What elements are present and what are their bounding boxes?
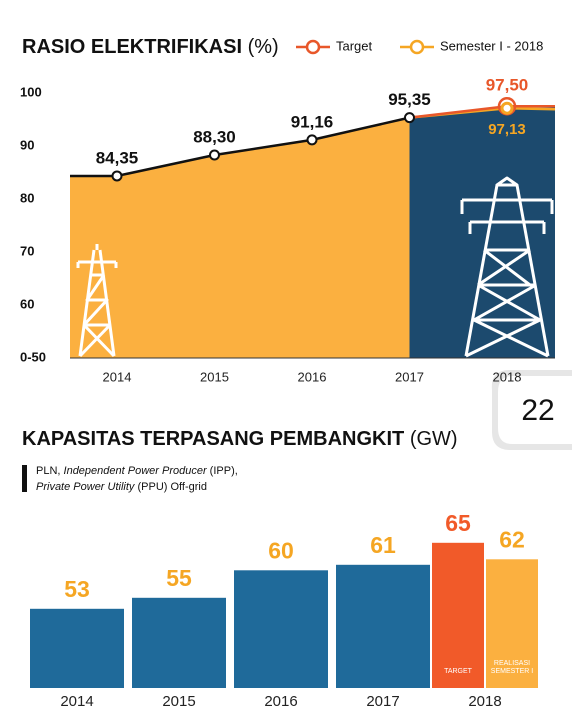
- bar: [30, 608, 124, 688]
- y-tick-label: 60: [20, 296, 34, 311]
- bar: [336, 564, 430, 688]
- point: [209, 149, 220, 161]
- data-label: 88,30: [193, 127, 236, 146]
- point: [111, 170, 123, 182]
- bar: [234, 570, 328, 688]
- data-label: 62: [499, 526, 525, 552]
- page-tab-inner: [498, 376, 572, 444]
- legend-marker: [409, 39, 425, 55]
- data-label: 55: [166, 565, 192, 591]
- data-label: 97,50: [486, 76, 529, 95]
- data-label: 60: [268, 537, 294, 563]
- y-tick-label: 0-50: [20, 349, 46, 364]
- bar: [432, 542, 484, 688]
- x-tick-label: 2014: [103, 369, 132, 384]
- plot-area: 0-50 60 70 80 90 100 2014 2015 2016 2017 2018 84,35…: [20, 38, 556, 710]
- y-tick-label: 100: [20, 84, 42, 99]
- chart-title: RASIO ELEKTRIFIKASI (%): [22, 36, 279, 58]
- x-tick-label: 2017: [395, 369, 424, 384]
- title-text: KAPASITAS TERPASANG PEMBANGKIT: [22, 428, 404, 450]
- area: [70, 117, 410, 359]
- pylon-large: [460, 176, 554, 358]
- note-bar: [22, 465, 27, 492]
- y-tick-label: 80: [20, 190, 34, 205]
- title-unit: (GW): [410, 428, 458, 450]
- pylon-icons: [76, 176, 554, 358]
- point: [500, 101, 514, 115]
- data-label: 95,35: [388, 90, 431, 109]
- page-number: 22: [521, 394, 554, 427]
- note-line: Private Power Utility (PPU) Off-grid: [36, 481, 207, 493]
- x-tick-label: 2014: [60, 693, 93, 710]
- pylon-small: [76, 244, 118, 358]
- note-segment: Private Power Utility: [36, 481, 136, 493]
- note-segment: (PPU) Off-grid: [134, 481, 207, 493]
- data-label: 61: [370, 532, 396, 558]
- bar-name-text: TARGET: [444, 668, 472, 675]
- point: [404, 112, 415, 124]
- note-segment: PLN,: [36, 465, 64, 477]
- data-label: 53: [64, 576, 90, 602]
- x-tick-label: 2016: [264, 693, 297, 710]
- x-tick-label: 2015: [200, 369, 229, 384]
- x-tick-label: 2015: [162, 693, 195, 710]
- line: [116, 116, 410, 178]
- bar-name: REALISASI SEMESTER I: [490, 660, 534, 675]
- x-tick-label: 2017: [366, 693, 399, 710]
- point: [306, 134, 318, 146]
- note-segment: Independent Power Producer: [64, 465, 208, 477]
- bar-name: TARGET: [444, 668, 472, 675]
- title-unit: (%): [248, 36, 279, 58]
- data-label: 97,13: [488, 121, 526, 138]
- data-label: 84,35: [96, 148, 139, 167]
- x-tick-label: 2018: [493, 369, 522, 384]
- data-label: 65: [445, 510, 471, 536]
- bar-name-text: REALISASI SEMESTER I: [490, 660, 534, 675]
- note-segment: (IPP),: [207, 465, 238, 477]
- chart-title: KAPASITAS TERPASANG PEMBANGKIT (GW): [22, 428, 458, 450]
- bar: [132, 597, 226, 688]
- x-tick-label: 2018: [468, 693, 501, 710]
- x-tick-label: 2016: [298, 369, 327, 384]
- title-text: RASIO ELEKTRIFIKASI: [22, 36, 242, 58]
- y-tick-label: 70: [20, 243, 34, 258]
- data-label: 91,16: [291, 112, 334, 131]
- note-line: PLN, Independent Power Producer (IPP),: [36, 465, 238, 477]
- legend-label: Semester I - 2018: [440, 38, 543, 53]
- bar: [486, 559, 538, 688]
- legend-label: Target: [336, 38, 373, 53]
- y-tick-label: 90: [20, 137, 34, 152]
- legend-marker: [305, 39, 321, 55]
